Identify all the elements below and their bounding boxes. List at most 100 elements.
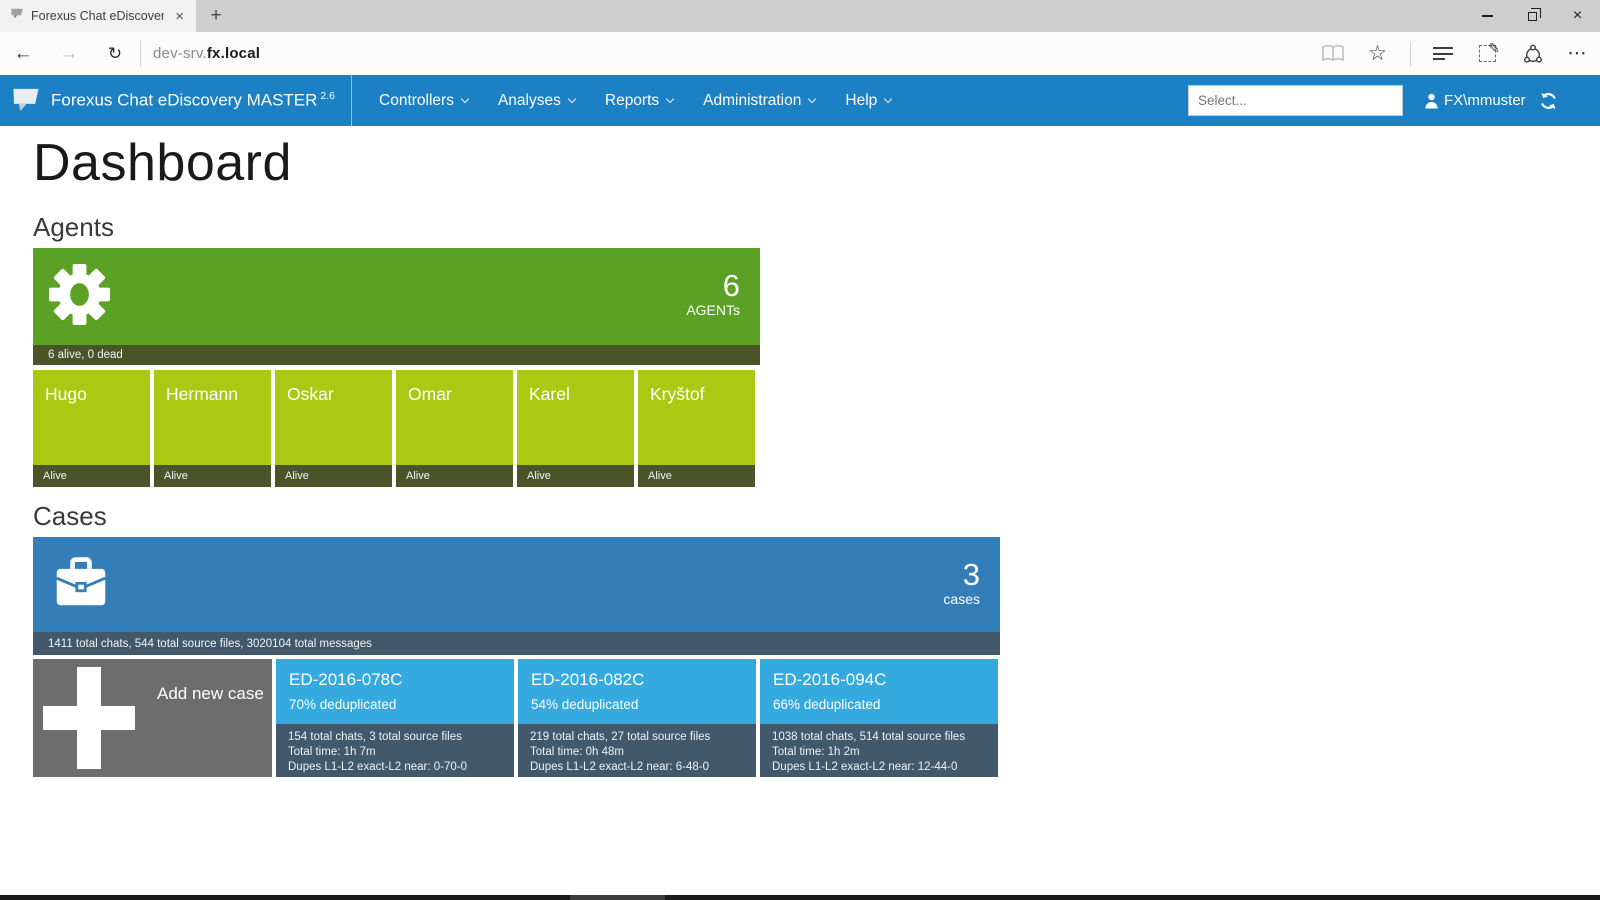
back-button[interactable]: ← xyxy=(13,42,33,64)
main-menu: Controllers Analyses Reports Administrat… xyxy=(364,75,906,126)
book-icon xyxy=(1321,44,1344,61)
case-dedup: 66% deduplicated xyxy=(773,697,881,712)
user-icon xyxy=(1425,93,1438,108)
add-new-case-button[interactable]: Add new case xyxy=(33,659,272,777)
add-new-case-label: Add new case xyxy=(157,684,264,703)
case-stats: 154 total chats, 3 total source files To… xyxy=(276,724,514,777)
agent-tile-hermann[interactable]: Hermann Alive xyxy=(154,370,271,487)
dashboard-page: Dashboard Agents xyxy=(0,136,1600,777)
hub-button[interactable] xyxy=(1420,44,1465,64)
favorites-button[interactable]: ☆ xyxy=(1368,42,1387,65)
chevron-down-icon xyxy=(884,94,893,104)
agent-status: Alive xyxy=(517,465,634,487)
reading-view-button[interactable] xyxy=(1310,44,1355,63)
url-host-prefix: dev-srv. xyxy=(153,45,207,62)
case-tile-ed-2016-078c[interactable]: ED-2016-078C 70% deduplicated 154 total … xyxy=(276,659,514,777)
case-id: ED-2016-094C xyxy=(773,670,887,689)
username: FX\mmuster xyxy=(1444,92,1526,109)
nav-divider xyxy=(351,75,353,126)
app-brand[interactable]: Forexus Chat eDiscovery MASTER 2.6 xyxy=(0,87,335,114)
chevron-down-icon xyxy=(460,94,470,104)
case-select[interactable] xyxy=(1188,85,1403,116)
menu-reports[interactable]: Reports xyxy=(590,75,688,126)
app-version: 2.6 xyxy=(320,90,336,103)
agent-tile-krystof[interactable]: Kryštof Alive xyxy=(638,370,755,487)
web-note-icon: ✎ xyxy=(1479,40,1500,62)
sync-icon xyxy=(1541,92,1556,109)
cases-summary-tile[interactable]: 3 cases 1411 total chats, 544 total sour… xyxy=(33,537,1000,655)
agent-status: Alive xyxy=(638,465,755,487)
url-domain: fx.local xyxy=(206,45,261,62)
web-note-button[interactable]: ✎ xyxy=(1465,40,1510,62)
gear-icon xyxy=(48,263,111,331)
case-dedup: 70% deduplicated xyxy=(289,697,397,712)
more-actions-button[interactable]: ⋯ xyxy=(1567,43,1588,64)
agent-status: Alive xyxy=(396,465,513,487)
plus-icon xyxy=(43,667,135,769)
url-field[interactable]: dev-srv.fx.local xyxy=(153,45,260,62)
share-button[interactable] xyxy=(1510,43,1555,65)
user-menu[interactable]: FX\mmuster xyxy=(1424,75,1526,126)
agent-status: Alive xyxy=(275,465,392,487)
case-tile-ed-2016-082c[interactable]: ED-2016-082C 54% deduplicated 219 total … xyxy=(518,659,756,777)
case-tile-ed-2016-094c[interactable]: ED-2016-094C 66% deduplicated 1038 total… xyxy=(760,659,998,777)
toolbar-divider xyxy=(1400,41,1420,66)
cases-count: 3 cases xyxy=(943,557,980,607)
case-tiles: Add new case ED-2016-078C 70% deduplicat… xyxy=(33,659,1600,777)
cases-heading: Cases xyxy=(33,501,107,531)
agents-count: 6 AGENTs xyxy=(686,268,740,318)
agent-status: Alive xyxy=(33,465,150,487)
menu-controllers[interactable]: Controllers xyxy=(364,75,483,126)
hub-icon xyxy=(1432,44,1453,64)
addressbar-actions: ☆ ✎ ⋯ xyxy=(1310,32,1600,75)
url-divider xyxy=(140,40,141,67)
restore-icon xyxy=(1528,8,1541,21)
agents-status-bar: 6 alive, 0 dead xyxy=(33,345,760,365)
scrollbar-thumb[interactable] xyxy=(570,895,665,900)
agent-tile-karel[interactable]: Karel Alive xyxy=(517,370,634,487)
site-favicon-icon xyxy=(10,7,24,25)
tab-title: Forexus Chat eDiscovery xyxy=(31,9,165,23)
browser-addressbar: ← → ↻ dev-srv.fx.local ☆ ✎ ⋯ xyxy=(0,32,1600,75)
chevron-down-icon xyxy=(567,94,577,104)
agent-tiles: Hugo Alive Hermann Alive Oskar Alive Oma… xyxy=(33,370,1600,487)
case-stats: 1038 total chats, 514 total source files… xyxy=(760,724,998,777)
case-id: ED-2016-082C xyxy=(531,670,645,689)
agent-tile-omar[interactable]: Omar Alive xyxy=(396,370,513,487)
briefcase-icon xyxy=(51,553,111,614)
minimize-icon xyxy=(1482,15,1493,17)
case-stats: 219 total chats, 27 total source files T… xyxy=(518,724,756,777)
chevron-down-icon xyxy=(808,94,817,104)
minimize-button[interactable] xyxy=(1465,0,1510,32)
window-controls: × xyxy=(1465,0,1600,32)
menu-analyses[interactable]: Analyses xyxy=(483,75,590,126)
agents-summary-tile[interactable]: 6 AGENTs 6 alive, 0 dead xyxy=(33,248,760,365)
share-icon xyxy=(1523,44,1542,63)
bottom-scrollbar xyxy=(0,895,1600,900)
app-logo-icon xyxy=(10,87,42,114)
case-select-input[interactable] xyxy=(1189,93,1402,108)
close-button[interactable]: × xyxy=(1555,0,1600,32)
agents-heading: Agents xyxy=(33,212,114,242)
browser-titlebar: Forexus Chat eDiscovery × + × xyxy=(0,0,1600,32)
menu-administration[interactable]: Administration xyxy=(688,75,830,126)
chevron-down-icon xyxy=(665,94,675,104)
app-navbar: Forexus Chat eDiscovery MASTER 2.6 Contro… xyxy=(0,75,1600,126)
app-title: Forexus Chat eDiscovery MASTER 2.6 xyxy=(51,90,336,110)
page-title: Dashboard xyxy=(33,134,292,192)
menu-help[interactable]: Help xyxy=(830,75,906,126)
case-dedup: 54% deduplicated xyxy=(531,697,639,712)
agent-tile-oskar[interactable]: Oskar Alive xyxy=(275,370,392,487)
tab-close-icon[interactable]: × xyxy=(175,7,184,25)
agent-status: Alive xyxy=(154,465,271,487)
sync-button[interactable] xyxy=(1538,75,1559,126)
close-icon: × xyxy=(1572,7,1583,24)
refresh-button[interactable]: ↻ xyxy=(107,43,123,63)
browser-tab[interactable]: Forexus Chat eDiscovery × xyxy=(0,0,196,32)
restore-button[interactable] xyxy=(1510,0,1555,32)
new-tab-button[interactable]: + xyxy=(210,5,222,26)
case-id: ED-2016-078C xyxy=(289,670,403,689)
forward-button[interactable]: → xyxy=(59,42,79,64)
cases-status-bar: 1411 total chats, 544 total source files… xyxy=(33,632,1000,655)
agent-tile-hugo[interactable]: Hugo Alive xyxy=(33,370,150,487)
